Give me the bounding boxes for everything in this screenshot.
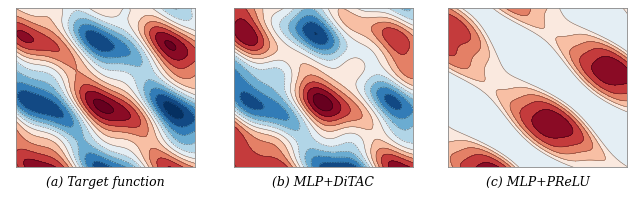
Text: (c) MLP+PReLU: (c) MLP+PReLU <box>486 176 589 189</box>
Text: (a) Target function: (a) Target function <box>46 176 165 189</box>
Text: (b) MLP+DiTAC: (b) MLP+DiTAC <box>272 176 374 189</box>
